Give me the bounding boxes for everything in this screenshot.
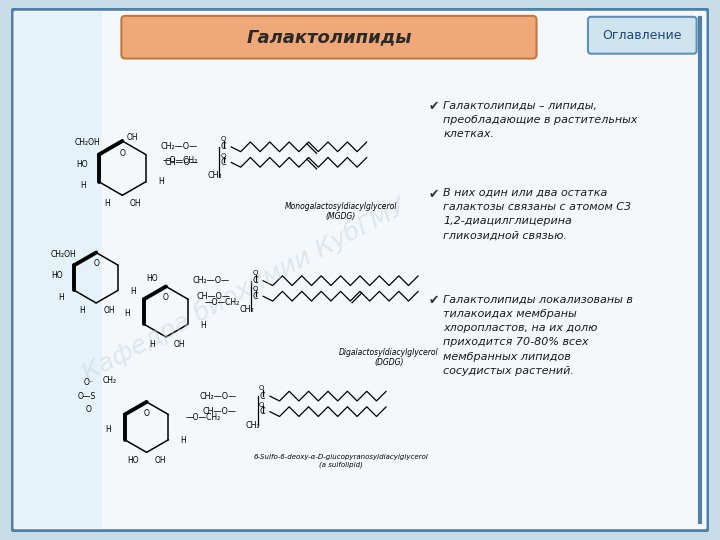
Text: C: C (252, 276, 258, 285)
FancyBboxPatch shape (588, 17, 696, 53)
Text: H: H (58, 293, 64, 302)
Text: H: H (158, 177, 164, 186)
Text: Оглавление: Оглавление (603, 29, 682, 42)
Text: ✔: ✔ (428, 187, 439, 200)
Text: CH₂—O—: CH₂—O— (161, 143, 198, 151)
Text: Галактолипиды: Галактолипиды (246, 28, 412, 46)
Text: H: H (104, 199, 109, 207)
Text: O: O (259, 402, 264, 408)
Text: CH₂—O—: CH₂—O— (193, 276, 230, 285)
Text: —O—CH₂: —O—CH₂ (186, 413, 220, 422)
Text: HO: HO (147, 274, 158, 283)
Text: Monogalactosyldiacylglycerol
(MGDG): Monogalactosyldiacylglycerol (MGDG) (284, 202, 397, 221)
FancyBboxPatch shape (14, 12, 102, 528)
Text: H: H (200, 321, 206, 330)
Text: ✔: ✔ (428, 294, 439, 307)
Text: O: O (144, 409, 150, 418)
Text: CH₂: CH₂ (207, 171, 222, 180)
Text: Галактолипиды – липиды,
преобладающие в растительных
клетках.: Галактолипиды – липиды, преобладающие в … (444, 100, 638, 139)
Text: O: O (86, 405, 91, 414)
Text: OH: OH (174, 340, 185, 349)
Text: O: O (220, 136, 225, 142)
Text: HO: HO (52, 271, 63, 280)
Text: C: C (220, 158, 226, 167)
Text: —O—CH₂: —O—CH₂ (204, 298, 240, 307)
Text: HO: HO (127, 456, 139, 464)
Text: HO: HO (76, 160, 87, 169)
Text: OH: OH (154, 456, 166, 464)
Text: O: O (252, 286, 258, 292)
Text: O: O (163, 293, 169, 302)
Text: Галактолипиды локализованы в
тилакоидах мембраны
хлоропластов, на их долю
приход: Галактолипиды локализованы в тилакоидах … (444, 294, 634, 376)
Text: H: H (181, 436, 186, 445)
Text: H: H (81, 181, 86, 190)
Text: O: O (252, 270, 258, 276)
Text: Кафедра биохимии КубГМУ: Кафедра биохимии КубГМУ (78, 193, 410, 386)
Text: OH: OH (126, 133, 138, 141)
Text: H: H (125, 309, 130, 318)
Text: C: C (220, 143, 226, 151)
Text: CH₂OH: CH₂OH (50, 250, 76, 259)
Text: Digalactosyldiacylglycerol
(DGDG): Digalactosyldiacylglycerol (DGDG) (339, 348, 439, 367)
Text: CH₂: CH₂ (246, 421, 261, 430)
Text: H: H (105, 424, 111, 434)
Text: —O—CH₂: —O—CH₂ (163, 156, 198, 165)
Text: H: H (150, 340, 156, 349)
Text: CH₂—O—: CH₂—O— (199, 392, 237, 401)
Text: O: O (259, 386, 264, 392)
Text: H: H (80, 306, 86, 315)
Text: O⁻: O⁻ (84, 378, 94, 387)
Text: O: O (220, 152, 225, 159)
FancyBboxPatch shape (12, 9, 708, 531)
Text: C: C (252, 292, 258, 301)
Text: CH₂: CH₂ (239, 305, 254, 314)
Text: H: H (130, 287, 136, 296)
Text: CH₂OH: CH₂OH (75, 138, 100, 147)
Text: В них один или два остатка
галактозы связаны с атомом С3
1,2-диацилглицерина
гли: В них один или два остатка галактозы свя… (444, 187, 631, 241)
Text: O: O (93, 259, 99, 268)
Text: ✔: ✔ (428, 100, 439, 113)
Text: OH: OH (104, 306, 115, 315)
Text: O—S: O—S (77, 392, 96, 401)
Text: C: C (259, 407, 265, 416)
Text: CH—O—: CH—O— (164, 158, 198, 167)
Text: 6-Sulfo-6-deoxy-α-D-glucopyranosyldiacylglycerol
(a sulfolipid): 6-Sulfo-6-deoxy-α-D-glucopyranosyldiacyl… (253, 454, 428, 468)
Text: CH—O—: CH—O— (203, 407, 237, 416)
Text: CH₂: CH₂ (103, 376, 117, 385)
Text: C: C (259, 392, 265, 401)
Text: CH—O—: CH—O— (196, 292, 230, 301)
Text: OH: OH (130, 199, 142, 207)
FancyBboxPatch shape (122, 16, 536, 58)
Text: O: O (120, 148, 125, 158)
